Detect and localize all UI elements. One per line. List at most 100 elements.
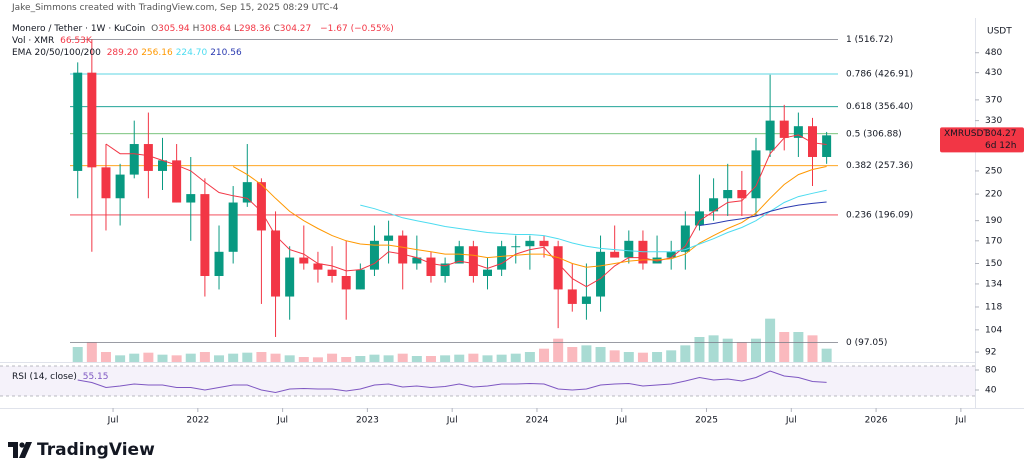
volume-bar: [242, 352, 253, 362]
candle-body: [723, 190, 733, 199]
badge-price: 304.27: [985, 129, 1017, 139]
volume-bar: [694, 337, 705, 362]
candle-body: [666, 251, 676, 258]
volume-bar: [185, 353, 196, 362]
y-tick-label: 190: [985, 216, 1002, 226]
symbol: Monero / Tether · 1W · KuCoin: [12, 24, 146, 34]
volume-bar: [284, 355, 295, 362]
x-tick-label: Jul: [276, 416, 288, 426]
volume-bar: [779, 332, 790, 362]
volume-bar: [355, 356, 366, 362]
fib-label: 0 (97.05): [846, 338, 887, 348]
ema-value: 224.70: [175, 48, 208, 58]
volume-bar: [750, 338, 761, 362]
rsi-tick-label: 80: [985, 366, 997, 376]
candle-body: [652, 257, 662, 264]
candle-body: [525, 240, 535, 247]
candle-body: [709, 198, 719, 212]
volume-bar: [383, 355, 394, 362]
badge-countdown: 6d 12h: [985, 141, 1016, 151]
y-tick-label: 220: [985, 190, 1002, 200]
volume-bar: [567, 347, 578, 362]
y-tick-label: 104: [985, 325, 1002, 335]
candle-body: [596, 251, 606, 297]
candle-body: [200, 194, 210, 277]
volume-bar: [157, 354, 168, 362]
rsi-band: [0, 366, 975, 396]
ohlc-key: O: [151, 24, 159, 34]
ema-value: 210.56: [210, 48, 242, 58]
y-tick-label: 430: [985, 68, 1002, 78]
volume-bar: [468, 353, 479, 362]
candle-body: [468, 246, 478, 277]
volume-bar: [496, 354, 507, 362]
volume-label: Vol · XMR: [12, 36, 55, 46]
candle-body: [73, 72, 83, 171]
volume-bar: [666, 350, 677, 362]
ema-line: [105, 134, 827, 288]
volume-bar: [736, 342, 747, 362]
volume-bar: [708, 335, 719, 362]
volume-bar: [341, 357, 352, 362]
x-tick-label: 2025: [695, 416, 718, 426]
candle-body: [610, 251, 620, 258]
y-tick-label: 480: [985, 48, 1002, 58]
ohlc-key: L: [233, 24, 239, 34]
y-tick-label: 92: [985, 348, 996, 358]
volume-bar: [553, 338, 564, 362]
y-tick-label: 370: [985, 95, 1002, 105]
rsi-tick-label: 40: [985, 386, 997, 396]
candle-body: [553, 246, 563, 290]
candle-body: [624, 240, 634, 258]
volume-bar: [807, 335, 818, 362]
volume-bar: [228, 353, 239, 362]
rsi-value: 55.15: [82, 372, 109, 382]
ema-row: EMA 20/50/100/200 289.20 256.16 224.70 210.…: [12, 48, 248, 58]
volume-bar: [425, 356, 436, 362]
volume-bar: [312, 357, 323, 362]
volume-bar: [765, 318, 776, 362]
volume-bar: [411, 356, 422, 362]
candle-body: [737, 190, 747, 199]
fib-label: 0.382 (257.36): [846, 161, 913, 171]
candle-body: [115, 174, 125, 199]
candle-body: [355, 269, 365, 290]
ohlc-key: C: [273, 24, 280, 34]
ema-label: EMA 20/50/100/200: [12, 48, 101, 58]
rsi-row: RSI (14, close) 55.15: [12, 372, 112, 382]
ohlc: O305.94 H308.64 L298.36 C304.27: [151, 24, 314, 34]
y-tick-label: 330: [985, 116, 1002, 126]
ohlc-value: 308.64: [199, 24, 231, 34]
candle-body: [341, 276, 351, 290]
candle-body: [793, 126, 803, 138]
volume-bar: [637, 352, 648, 362]
price-unit: USDT: [987, 27, 1012, 37]
ohlc-key: H: [192, 24, 200, 34]
candle-body: [694, 211, 704, 226]
candle-body: [454, 246, 464, 264]
change: −1.67 (−0.55%): [320, 24, 394, 34]
ohlc-value: 304.27: [279, 24, 312, 34]
brand-icon: [8, 442, 32, 458]
volume-bar: [270, 353, 281, 362]
candle-body: [539, 240, 549, 247]
candle-body: [765, 120, 775, 151]
volume-bar: [821, 348, 832, 362]
brand: TradingView: [8, 440, 155, 460]
candle-body: [242, 182, 252, 203]
candle-body: [158, 160, 167, 171]
volume-bar: [171, 355, 182, 362]
x-tick-label: 2024: [526, 416, 549, 426]
volume-bar: [793, 332, 804, 362]
ohlc-value: 298.36: [238, 24, 271, 34]
volume-bar: [581, 345, 592, 362]
x-tick-label: 2022: [186, 416, 209, 426]
volume-bar: [440, 355, 451, 362]
y-tick-label: 250: [985, 166, 1002, 176]
volume-bar: [609, 350, 620, 362]
candle-body: [779, 120, 789, 138]
candle-body: [214, 251, 224, 277]
rsi-line: [77, 370, 827, 394]
